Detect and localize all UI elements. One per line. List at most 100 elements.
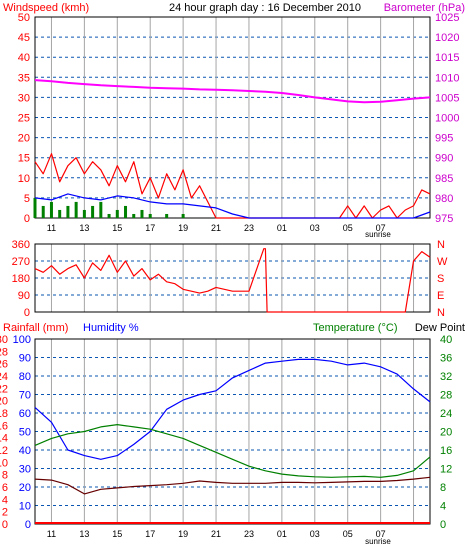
barometer-tick-label: 995	[435, 133, 453, 145]
humidity-tick-label: 80	[19, 371, 31, 383]
humidity-tick-label: 70	[19, 390, 31, 402]
windspeed-tick-label: 40	[18, 52, 30, 64]
barometer-tick-label: 1025	[435, 12, 459, 24]
rainfall-tick-label: 14	[0, 433, 8, 445]
temperature-tick-label: 28	[440, 390, 452, 402]
wind-x-tick-label: 03	[310, 223, 320, 233]
rainfall-tick-label: 20	[0, 396, 8, 408]
wind-bar	[140, 209, 144, 218]
rainfall-tick-label: 10	[0, 457, 8, 469]
temperature-tick-label: 24	[440, 408, 452, 420]
windspeed-tick-label: 50	[18, 12, 30, 24]
windspeed-tick-label: 15	[18, 153, 30, 165]
rainfall-tick-label: 2	[2, 507, 8, 519]
barometer-tick-label: 1020	[435, 32, 459, 44]
wind-x-tick-label: 23	[244, 223, 254, 233]
barometer-tick-label: 1000	[435, 113, 459, 125]
rainfall-tick-label: 26	[0, 359, 8, 371]
temperature-x-tick-label: 05	[343, 529, 353, 539]
wind-plot-area	[35, 17, 430, 218]
barometer-tick-label: 1010	[435, 72, 459, 84]
sunrise-label-bottom: sunrise	[365, 537, 391, 546]
wind-x-tick-label: 11	[47, 223, 56, 233]
windspeed-tick-label: 25	[18, 113, 30, 125]
wind-bar	[91, 205, 95, 218]
wind-direction-line	[34, 248, 431, 313]
temperature-tick-label: 8	[440, 482, 446, 494]
humidity-tick-label: 20	[19, 482, 31, 494]
barometer-tick-label: 980	[435, 193, 453, 205]
wind-x-tick-label: 13	[79, 223, 89, 233]
temperature-x-tick-label: 13	[79, 529, 89, 539]
rainfall-tick-label: 8	[2, 470, 8, 482]
direction-degree-tick-label: 90	[18, 290, 30, 302]
rainfall-tick-label: 6	[2, 482, 8, 494]
rainfall-tick-label: 12	[0, 445, 8, 457]
humidity-line	[34, 358, 431, 460]
temperature-tick-label: 40	[440, 334, 452, 346]
compass-tick-label: W	[437, 256, 448, 268]
humidity-tick-label: 100	[13, 334, 31, 346]
rainfall-tick-label: 0	[2, 519, 8, 531]
windspeed-tick-label: 35	[18, 72, 30, 84]
temperature-x-tick-label: 15	[112, 529, 122, 539]
wind-bar	[41, 205, 45, 218]
temperature-x-tick-label: 21	[211, 529, 221, 539]
humidity-axis-label: Humidity %	[83, 322, 139, 334]
temp-humidity-panel: Rainfall (mm) Humidity % Temperature (°C…	[0, 322, 465, 546]
humidity-tick-label: 30	[19, 464, 31, 476]
wind-bar	[165, 213, 169, 218]
temperature-plot-area	[35, 339, 430, 524]
temperature-x-tick-label: 07	[376, 529, 386, 539]
direction-degree-tick-label: 360	[12, 239, 30, 251]
wind-x-tick-label: 19	[178, 223, 188, 233]
wind-bar	[82, 209, 86, 218]
barometer-line	[34, 79, 431, 104]
windspeed-tick-label: 20	[18, 133, 30, 145]
rainfall-tick-label: 18	[0, 408, 8, 420]
temperature-x-tick-label: 23	[244, 529, 254, 539]
compass-tick-label: S	[437, 273, 444, 285]
windspeed-tick-label: 45	[18, 32, 30, 44]
temperature-line	[34, 424, 431, 478]
rainfall-tick-label: 16	[0, 420, 8, 432]
barometer-tick-label: 985	[435, 173, 453, 185]
windspeed-tick-label: 30	[18, 92, 30, 104]
wind-pressure-panel: Windspeed (kmh) 24 hour graph day : 16 D…	[3, 2, 465, 239]
wind-bar	[58, 209, 62, 218]
compass-tick-label: N	[437, 307, 445, 319]
temperature-x-tick-label: 19	[178, 529, 188, 539]
wind-x-tick-label: 05	[343, 223, 353, 233]
temperature-x-tick-label: 11	[47, 529, 56, 539]
rainfall-tick-label: 22	[0, 383, 8, 395]
wind-bar	[124, 205, 128, 218]
rainfall-axis-label: Rainfall (mm)	[3, 322, 68, 334]
rainfall-tick-label: 28	[0, 346, 8, 358]
barometer-tick-label: 1005	[435, 92, 459, 104]
temperature-tick-label: 12	[440, 464, 452, 476]
rainfall-tick-label: 4	[2, 494, 8, 506]
wind-bar	[74, 201, 78, 218]
direction-plot-area	[35, 244, 430, 312]
wind-x-tick-label: 01	[277, 223, 287, 233]
wind-x-tick-label: 07	[376, 223, 386, 233]
direction-degree-tick-label: 270	[12, 256, 30, 268]
windspeed-axis-label: Windspeed (kmh)	[3, 2, 89, 14]
temperature-x-tick-label: 03	[310, 529, 320, 539]
wind-x-tick-label: 15	[112, 223, 122, 233]
rainfall-tick-label: 24	[0, 371, 8, 383]
rainfall-tick-label: 30	[0, 334, 8, 346]
humidity-tick-label: 60	[19, 408, 31, 420]
humidity-tick-label: 50	[19, 427, 31, 439]
wind-bar	[148, 213, 152, 218]
dewpoint-axis-label: Dew Point	[415, 322, 465, 334]
humidity-tick-label: 90	[19, 353, 31, 365]
wind-bar	[99, 201, 103, 218]
wind-x-tick-label: 21	[211, 223, 221, 233]
wind-bar	[132, 213, 136, 218]
barometer-axis-label: Barometer (hPa)	[384, 2, 465, 14]
graph-title: 24 hour graph day : 16 December 2010	[169, 2, 361, 14]
wind-average-line	[34, 193, 431, 219]
